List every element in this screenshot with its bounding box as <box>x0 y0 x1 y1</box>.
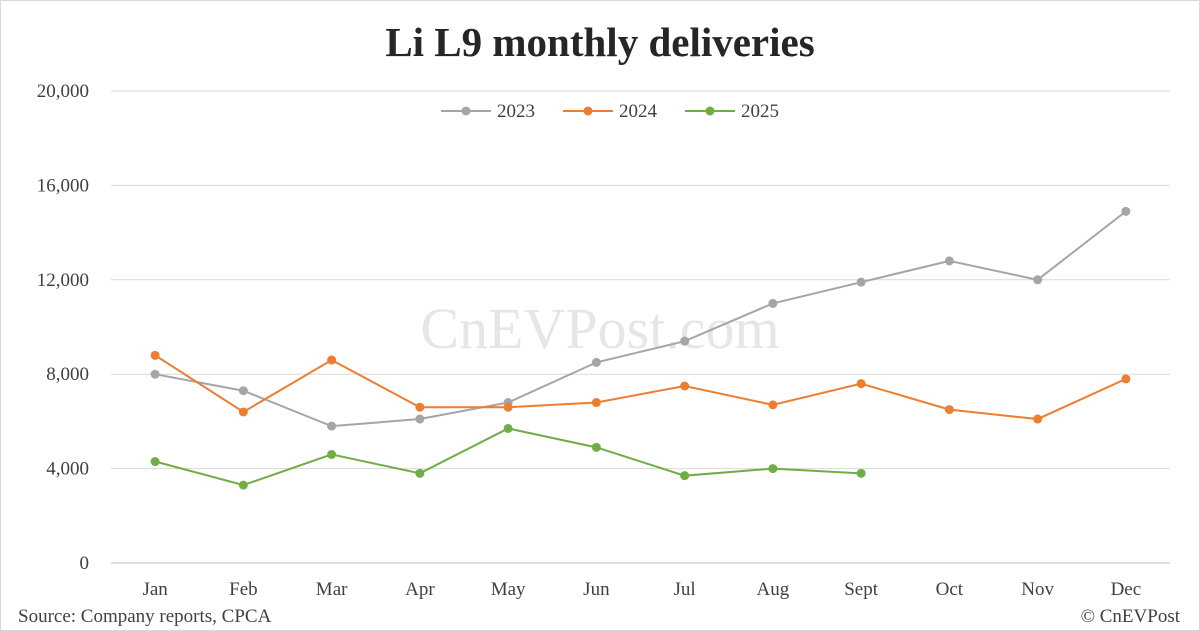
y-tick-label: 12,000 <box>37 270 89 291</box>
data-point <box>327 449 337 459</box>
data-point <box>680 336 690 346</box>
legend-item-2025: 2025 <box>685 101 779 122</box>
data-point <box>1121 374 1131 384</box>
data-point <box>503 423 513 433</box>
x-tick-label: Apr <box>405 579 435 600</box>
data-point <box>768 464 778 474</box>
legend-marker <box>583 106 593 116</box>
watermark: CnEVPost.com <box>420 296 779 361</box>
x-tick-label: Oct <box>936 579 964 600</box>
data-point <box>415 402 425 412</box>
x-tick-label: Feb <box>229 579 258 600</box>
x-tick-label: Dec <box>1111 579 1142 600</box>
series-2023 <box>150 206 1131 431</box>
data-point <box>856 379 866 389</box>
series-2025 <box>150 423 866 490</box>
x-tick-label: Nov <box>1021 579 1054 600</box>
legend-marker <box>705 106 715 116</box>
data-point <box>944 256 954 266</box>
x-tick-label: Mar <box>316 579 348 600</box>
source-note: Source: Company reports, CPCA <box>18 606 272 627</box>
data-point <box>1033 414 1043 424</box>
y-tick-label: 0 <box>80 553 90 574</box>
legend-label: 2023 <box>497 101 535 122</box>
data-point <box>856 468 866 478</box>
data-point <box>768 400 778 410</box>
data-point <box>591 357 601 367</box>
x-tick-label: May <box>491 579 526 600</box>
data-point <box>1033 275 1043 285</box>
data-point <box>591 442 601 452</box>
x-tick-label: Aug <box>757 579 790 600</box>
data-point <box>327 355 337 365</box>
x-tick-label: Sept <box>844 579 879 600</box>
data-point <box>415 468 425 478</box>
series-2024 <box>150 350 1131 424</box>
chart-title: Li L9 monthly deliveries <box>385 19 814 65</box>
data-point <box>238 386 248 396</box>
data-point <box>150 369 160 379</box>
data-point <box>680 471 690 481</box>
legend-item-2023: 2023 <box>441 101 535 122</box>
legend-label: 2025 <box>741 101 779 122</box>
copyright-note: © CnEVPost <box>1081 606 1181 627</box>
series-line <box>154 210 1127 428</box>
data-point <box>591 398 601 408</box>
data-point <box>415 414 425 424</box>
x-tick-label: Jan <box>142 579 168 600</box>
series-line <box>154 354 1127 421</box>
legend-label: 2024 <box>619 101 658 122</box>
data-point <box>768 298 778 308</box>
data-point <box>680 381 690 391</box>
legend-item-2024: 2024 <box>563 101 658 122</box>
data-point <box>327 421 337 431</box>
data-point <box>944 405 954 415</box>
data-point <box>150 350 160 360</box>
x-tick-label: Jun <box>583 579 610 600</box>
y-tick-label: 4,000 <box>46 459 89 480</box>
data-point <box>238 407 248 417</box>
data-point <box>1121 206 1131 216</box>
data-point <box>238 480 248 490</box>
data-point <box>503 402 513 412</box>
y-tick-label: 8,000 <box>46 364 89 385</box>
data-point <box>150 457 160 467</box>
legend-marker <box>461 106 471 116</box>
data-point <box>856 277 866 287</box>
x-tick-label: Jul <box>674 579 696 600</box>
y-tick-label: 20,000 <box>37 81 89 102</box>
y-tick-label: 16,000 <box>37 175 89 196</box>
